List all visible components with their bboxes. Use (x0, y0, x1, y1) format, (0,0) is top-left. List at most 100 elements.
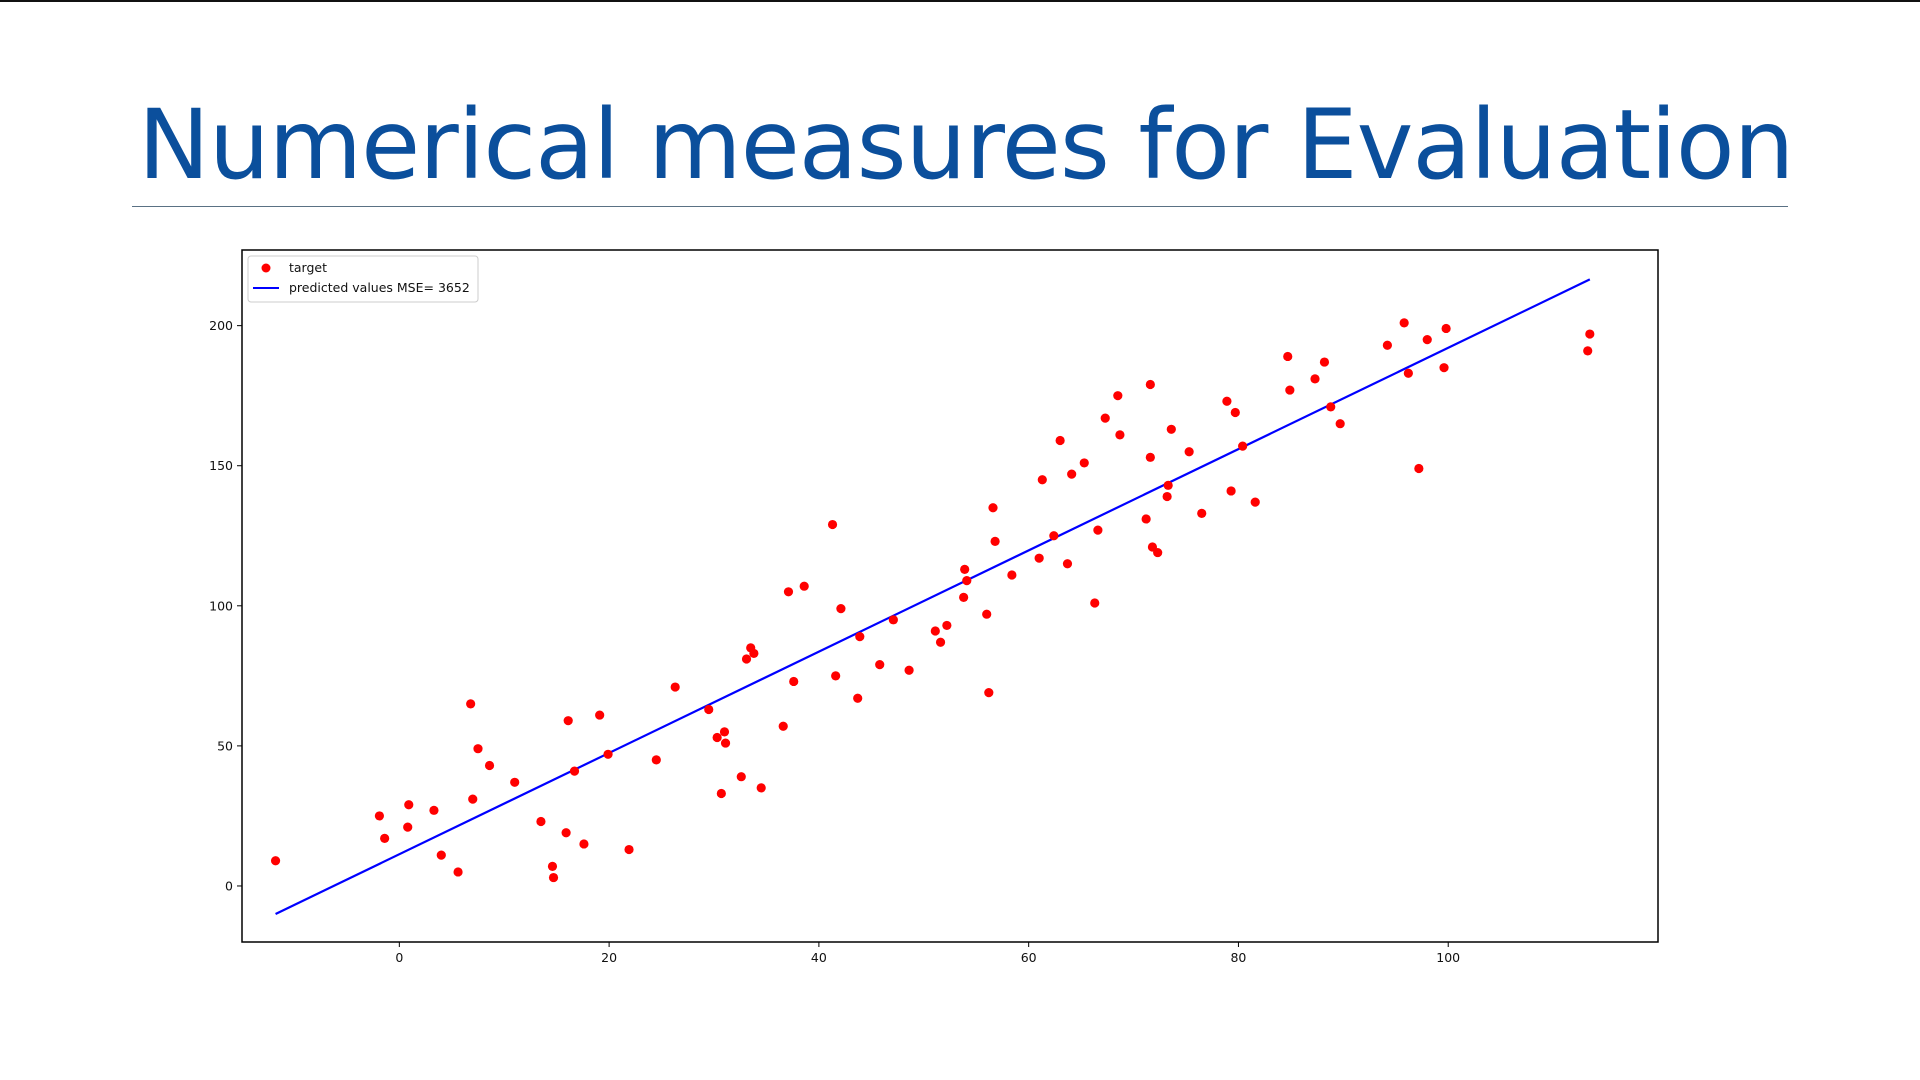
x-tick-label: 100 (1436, 950, 1460, 965)
target-point (855, 632, 865, 642)
target-point (778, 721, 788, 731)
y-tick-label: 50 (217, 738, 233, 753)
target-point (510, 777, 520, 787)
target-point (783, 587, 794, 597)
target-point (1335, 419, 1345, 429)
legend-target-label: target (289, 260, 327, 275)
target-point (536, 816, 546, 827)
target-point (1055, 435, 1065, 446)
target-point (799, 581, 809, 591)
target-point (270, 856, 281, 866)
target-point (1326, 402, 1336, 412)
target-point (429, 805, 439, 815)
target-point (468, 794, 478, 804)
target-point (1222, 396, 1232, 406)
target-point (888, 615, 898, 625)
target-point (403, 822, 413, 832)
target-point (1403, 368, 1413, 378)
target-point (1439, 363, 1449, 373)
y-tick-label: 150 (209, 458, 233, 473)
y-axis: 0 50 100 150 200 (209, 318, 242, 893)
target-point (827, 519, 838, 530)
target-point (1067, 469, 1077, 479)
target-point (1113, 391, 1123, 401)
target-point (1197, 508, 1207, 518)
y-tick-label: 200 (209, 318, 233, 333)
x-tick-label: 0 (395, 950, 403, 965)
target-point (484, 760, 495, 771)
target-point (836, 604, 846, 614)
target-point (720, 738, 731, 748)
x-tick-label: 20 (601, 950, 617, 965)
target-point (853, 693, 863, 703)
legend-predicted-label: predicted values MSE= 3652 (289, 280, 470, 295)
target-point (1079, 458, 1089, 468)
target-point (1382, 340, 1392, 350)
x-tick-label: 60 (1021, 950, 1037, 965)
target-point (716, 788, 726, 799)
target-series (270, 318, 1595, 883)
target-point (942, 620, 952, 631)
target-point (904, 665, 914, 675)
legend-target-marker (261, 263, 271, 273)
target-point (569, 766, 580, 776)
target-point (984, 688, 994, 698)
target-point (1100, 413, 1110, 423)
target-point (719, 727, 730, 737)
target-point (988, 503, 998, 513)
target-point (547, 861, 558, 871)
target-point (1037, 475, 1047, 485)
target-point (1414, 463, 1424, 474)
target-point (1093, 525, 1103, 535)
target-point (603, 749, 613, 759)
target-point (1115, 430, 1125, 440)
target-point (960, 564, 970, 574)
target-point (930, 626, 940, 636)
target-point (875, 660, 885, 670)
prediction-line (275, 278, 1591, 915)
target-point (1585, 329, 1595, 339)
chart-figure: 0 20 40 60 80 100 0 50 100 150 200 target predict… (190, 236, 1690, 976)
target-point (704, 704, 714, 715)
target-point (1422, 335, 1432, 345)
target-point (374, 811, 385, 821)
target-point (982, 609, 992, 619)
target-point (1062, 559, 1073, 569)
target-point (466, 699, 476, 709)
target-point (1184, 447, 1194, 457)
y-tick-label: 0 (225, 878, 233, 893)
target-point (1163, 480, 1173, 490)
target-point (453, 867, 463, 877)
top-border (0, 0, 1920, 2)
target-point (749, 648, 759, 659)
target-point (1250, 497, 1260, 507)
target-point (1319, 357, 1330, 367)
x-tick-label: 80 (1230, 950, 1246, 965)
title-divider (132, 206, 1788, 207)
target-point (712, 732, 722, 743)
target-point (670, 682, 680, 692)
x-axis: 0 20 40 60 80 100 (395, 942, 1460, 965)
target-point (624, 844, 634, 855)
target-point (561, 828, 571, 838)
target-point (548, 872, 559, 883)
target-point (736, 772, 746, 782)
target-point (1441, 323, 1451, 334)
target-point (473, 744, 483, 754)
target-point (831, 671, 841, 681)
target-point (1007, 570, 1017, 580)
target-point (1162, 491, 1172, 502)
target-point (959, 592, 969, 603)
legend-box (247, 255, 479, 303)
target-point (1285, 385, 1295, 395)
target-point (1090, 598, 1100, 608)
target-point (436, 850, 446, 860)
target-point (1145, 379, 1155, 390)
target-point (1226, 486, 1236, 496)
target-point (1166, 424, 1176, 434)
y-tick-label: 100 (209, 598, 233, 613)
target-point (1583, 346, 1593, 356)
target-point (789, 676, 799, 687)
target-point (380, 833, 390, 843)
target-point (962, 575, 972, 586)
